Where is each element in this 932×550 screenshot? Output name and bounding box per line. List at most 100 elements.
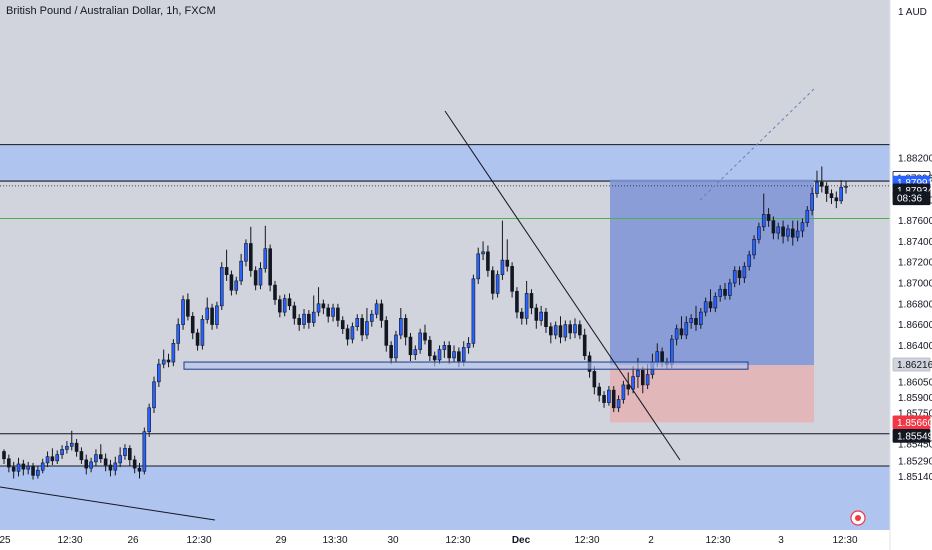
candle[interactable] (824, 182, 829, 202)
candle[interactable] (336, 303, 340, 327)
candle[interactable] (268, 244, 272, 292)
candle[interactable] (210, 303, 214, 330)
candle[interactable] (728, 278, 732, 300)
candle[interactable] (65, 441, 69, 454)
candle[interactable] (602, 391, 606, 408)
candle[interactable] (510, 262, 514, 298)
candle[interactable] (31, 462, 35, 480)
candle[interactable] (248, 226, 253, 277)
candle[interactable] (757, 222, 761, 244)
candle[interactable] (108, 459, 113, 477)
candle[interactable] (2, 449, 6, 464)
candle[interactable] (423, 324, 427, 345)
candle[interactable] (689, 314, 693, 329)
candle[interactable] (471, 274, 476, 348)
candle[interactable] (815, 170, 819, 198)
candle[interactable] (737, 266, 742, 286)
candle[interactable] (408, 332, 413, 361)
candle[interactable] (549, 322, 553, 344)
candle[interactable] (834, 191, 839, 209)
candle[interactable] (345, 324, 350, 346)
candle[interactable] (839, 180, 843, 204)
candle[interactable] (582, 328, 587, 360)
candle[interactable] (253, 266, 258, 291)
candle[interactable] (766, 208, 771, 227)
candle[interactable] (539, 305, 543, 326)
candle[interactable] (534, 303, 539, 329)
candle[interactable] (699, 307, 703, 329)
candle[interactable] (79, 447, 84, 464)
candle[interactable] (186, 293, 190, 321)
candle[interactable] (631, 366, 635, 394)
candle[interactable] (161, 349, 166, 369)
candle[interactable] (505, 239, 510, 272)
candle[interactable] (190, 312, 195, 340)
candle[interactable] (495, 270, 500, 298)
candle[interactable] (713, 292, 718, 313)
candle[interactable] (195, 328, 200, 351)
candle[interactable] (418, 328, 422, 354)
candle[interactable] (394, 330, 398, 363)
candle[interactable] (147, 403, 151, 437)
candle[interactable] (621, 380, 626, 404)
candle[interactable] (239, 253, 243, 286)
candle[interactable] (219, 262, 224, 311)
candle[interactable] (132, 455, 137, 474)
candle[interactable] (481, 241, 485, 261)
candle[interactable] (568, 320, 572, 340)
candle[interactable] (640, 366, 645, 394)
candle[interactable] (790, 220, 795, 246)
candle[interactable] (200, 315, 205, 350)
candle[interactable] (316, 287, 321, 317)
candle[interactable] (413, 345, 418, 360)
candle[interactable] (113, 456, 118, 476)
candle[interactable] (94, 449, 98, 467)
candle[interactable] (781, 220, 785, 244)
candle[interactable] (205, 297, 210, 324)
candle[interactable] (519, 307, 524, 325)
candle[interactable] (224, 249, 229, 281)
candle[interactable] (558, 316, 563, 344)
candle[interactable] (331, 303, 335, 322)
candle[interactable] (123, 444, 127, 460)
candle[interactable] (157, 358, 161, 387)
candle[interactable] (36, 466, 40, 479)
candle[interactable] (355, 314, 360, 331)
candle[interactable] (611, 385, 616, 412)
candle[interactable] (674, 324, 679, 346)
candle[interactable] (476, 247, 481, 285)
alarm-icon[interactable] (850, 510, 866, 526)
candle[interactable] (282, 294, 287, 317)
candle[interactable] (679, 316, 684, 340)
candle[interactable] (563, 320, 568, 342)
candle[interactable] (694, 305, 698, 331)
candle[interactable] (21, 459, 26, 476)
candle[interactable] (118, 447, 122, 468)
candle[interactable] (466, 337, 471, 354)
candle[interactable] (273, 280, 277, 305)
candle[interactable] (69, 430, 74, 451)
candle[interactable] (26, 461, 30, 475)
candle[interactable] (810, 187, 814, 216)
candle[interactable] (137, 462, 142, 479)
candle[interactable] (263, 225, 268, 273)
candle[interactable] (258, 262, 263, 290)
candle[interactable] (515, 287, 519, 319)
candle[interactable] (805, 206, 810, 227)
candle[interactable] (389, 341, 393, 365)
time-axis[interactable]: 25 12:30 26 12:30 29 13:30 30 12:30 Dec 12:30 2 12:… (0, 535, 858, 546)
candle[interactable] (166, 353, 171, 368)
candle[interactable] (152, 376, 156, 413)
candle[interactable] (844, 181, 848, 194)
candle[interactable] (684, 316, 689, 340)
candle[interactable] (215, 301, 219, 329)
candle[interactable] (592, 366, 597, 395)
candle[interactable] (98, 444, 103, 463)
candle[interactable] (500, 220, 505, 280)
candle[interactable] (350, 322, 355, 344)
candle[interactable] (307, 310, 311, 329)
candle[interactable] (723, 283, 727, 300)
candle[interactable] (573, 318, 577, 339)
candle[interactable] (45, 451, 50, 468)
